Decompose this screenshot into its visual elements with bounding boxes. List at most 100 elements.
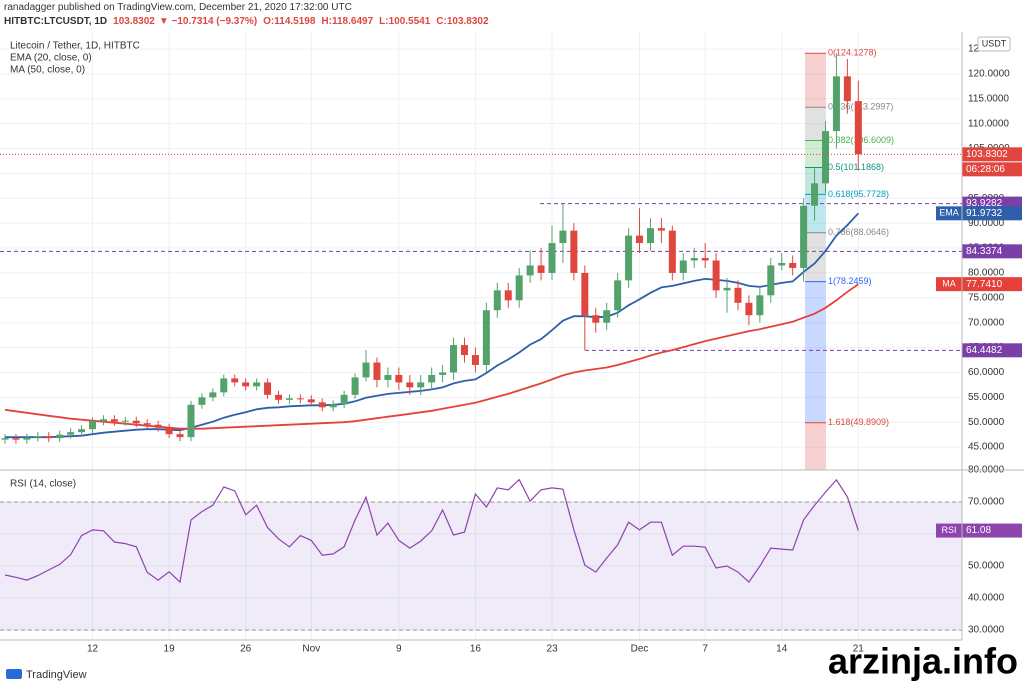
unit: USDT (982, 38, 1007, 48)
candle-body (45, 436, 53, 439)
price-badge (962, 147, 1022, 162)
y-tick-label: 70.0000 (968, 317, 1005, 328)
y-tick-label: 60.0000 (968, 367, 1005, 378)
candle-body (767, 265, 775, 296)
rsi-legend: RSI (14, close) (10, 479, 76, 490)
y-tick-label: 45.0000 (968, 442, 1005, 453)
last-price: 103.8302 (113, 16, 155, 27)
ma-legend: MA (50, close, 0) (10, 65, 85, 76)
candle-body (471, 355, 479, 365)
candle-body (340, 394, 348, 405)
low: L:100.5541 (379, 16, 431, 27)
price-badge (962, 244, 1022, 259)
y-tick-label: 40.0000 (968, 593, 1005, 604)
x-tick-label: 21 (853, 644, 865, 655)
candle-body (439, 372, 447, 375)
fib-band (805, 53, 826, 108)
candle-body (12, 438, 20, 440)
rsi-line (4, 478, 859, 584)
fib-band (805, 107, 826, 141)
candle-body (701, 257, 709, 261)
candle-body (99, 419, 107, 422)
fib-label: 1.618(49.8909) (828, 417, 889, 427)
published-line: ranadagger published on TradingView.com,… (4, 2, 352, 13)
candle-body (745, 302, 753, 316)
y-tick-label: 75.0000 (968, 292, 1005, 303)
candle-body (231, 378, 239, 383)
candle-body (668, 230, 676, 273)
candle-body (362, 362, 370, 378)
candle-body (657, 228, 665, 231)
candle-body (843, 76, 851, 102)
candle-body (187, 404, 195, 438)
quote-line: HITBTC:LTCUSDT, 1D 103.8302 ▼ −10.7314 (−9… (4, 16, 489, 27)
y-tick-label: 70.0000 (968, 497, 1005, 508)
x-tick-label: 16 (470, 644, 482, 655)
fib-band (805, 167, 826, 195)
timer-badge (962, 162, 1022, 177)
candle-body (121, 420, 129, 422)
x-tick-label: 7 (702, 644, 708, 655)
background-layer (0, 32, 962, 640)
symbol: HITBTC:LTCUSDT, 1D (4, 16, 107, 27)
y-tick-label: 80.0000 (968, 268, 1005, 279)
open: O:114.5198 (263, 16, 316, 27)
price-badge (962, 523, 1022, 538)
candle-body (89, 421, 97, 430)
y-tick-label: 30.0000 (968, 625, 1005, 636)
brand-logo (6, 669, 22, 679)
indicator-tag (936, 523, 962, 538)
candle-body (176, 434, 184, 438)
y-tick-label: 55.0000 (968, 392, 1005, 403)
x-tick-label: 26 (240, 644, 252, 655)
fib-band (805, 281, 826, 423)
fib-band (805, 422, 826, 470)
candle-body (460, 345, 468, 356)
fib-label: 1(78.2459) (828, 276, 872, 286)
price-badge-label: 91.9732 (966, 208, 1003, 219)
close: C:103.8302 (436, 16, 489, 27)
candle-body (373, 362, 381, 380)
x-tick-label: 12 (87, 644, 99, 655)
fib-band (805, 232, 826, 282)
price-badge-label: 84.3374 (966, 246, 1003, 257)
candle-body (789, 262, 797, 268)
candle-body (329, 404, 337, 408)
change: ▼ −10.7314 (−9.37%) (159, 16, 257, 27)
price-badge (962, 343, 1022, 358)
candle-body (822, 131, 829, 184)
candle-body (800, 205, 808, 268)
indicator-tag (936, 206, 962, 221)
y-tick-label: 90.0000 (968, 218, 1005, 229)
indicator-tag-label: EMA (939, 208, 959, 218)
x-tick-label: 23 (546, 644, 558, 655)
candle-body (67, 432, 75, 435)
candle-body (428, 374, 436, 383)
candle-body (679, 260, 687, 273)
candle-body (56, 434, 64, 439)
candle-body (811, 183, 819, 206)
y-tick-label: 120.0000 (968, 68, 1010, 79)
candle-body (318, 402, 326, 408)
candle-body (854, 101, 862, 155)
candle-body (559, 230, 567, 244)
candle-body (646, 228, 654, 244)
candle-body (110, 419, 118, 422)
candle-body (493, 290, 501, 311)
x-tick-label: Dec (631, 644, 649, 655)
candle-body (220, 378, 228, 393)
fib-label: 0.786(88.0646) (828, 227, 889, 237)
x-tick-label: 9 (396, 644, 402, 655)
price-badge-label: 61.08 (966, 525, 991, 536)
price-badge-label: 93.9282 (966, 198, 1003, 209)
unit-box (977, 36, 1011, 52)
candle-body (143, 423, 151, 425)
fib-band (805, 140, 826, 168)
candle-body (417, 382, 425, 388)
price-badge (962, 206, 1022, 221)
candle-body (209, 392, 217, 398)
candle-body (296, 398, 304, 400)
candle-body (504, 290, 512, 301)
indicator-tag-label: MA (942, 279, 956, 289)
